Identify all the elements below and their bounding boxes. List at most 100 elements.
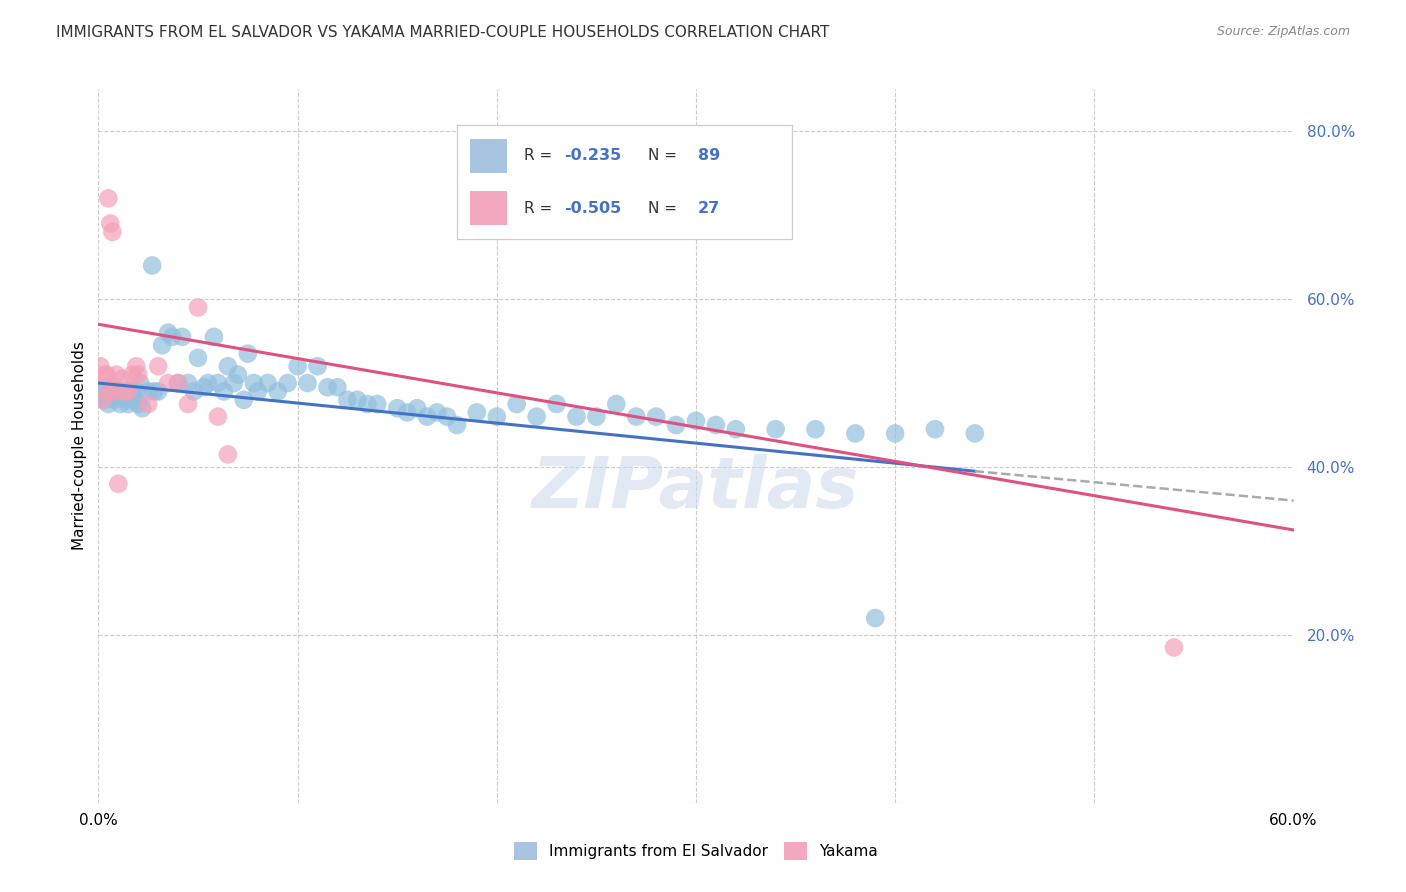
Point <box>316 380 339 394</box>
Point <box>426 405 449 419</box>
Point <box>112 384 135 399</box>
Point <box>197 376 219 390</box>
Point <box>585 409 607 424</box>
Point <box>226 368 249 382</box>
Point <box>141 259 163 273</box>
Point <box>160 330 183 344</box>
Point <box>246 384 269 399</box>
Point <box>89 389 111 403</box>
Point <box>465 405 488 419</box>
Point <box>98 217 122 231</box>
Point <box>207 409 229 424</box>
Point <box>565 409 588 424</box>
Point <box>97 191 120 205</box>
Point <box>103 384 125 399</box>
Point <box>236 346 259 360</box>
Point <box>101 389 124 403</box>
Point <box>287 359 309 374</box>
Point <box>167 376 190 390</box>
Point <box>1163 640 1185 655</box>
Point <box>277 376 299 390</box>
Point <box>267 384 290 399</box>
Point <box>91 392 114 407</box>
Point <box>546 397 568 411</box>
Point <box>148 384 170 399</box>
Point <box>232 392 254 407</box>
Point <box>704 417 727 432</box>
Point <box>436 409 458 424</box>
Point <box>96 380 118 394</box>
Point <box>724 422 747 436</box>
Point <box>125 384 148 399</box>
Point <box>765 422 787 436</box>
Point <box>356 397 378 411</box>
Point <box>217 359 239 374</box>
Point <box>131 401 153 416</box>
Point <box>202 330 225 344</box>
Legend: Immigrants from El Salvador, Yakama: Immigrants from El Salvador, Yakama <box>508 836 884 866</box>
Point <box>193 380 215 394</box>
Point <box>183 384 205 399</box>
Point <box>127 368 149 382</box>
Point <box>107 476 129 491</box>
Point <box>124 392 146 407</box>
Point <box>107 384 129 399</box>
Point <box>884 426 907 441</box>
Point <box>346 392 368 407</box>
Text: ZIPatlas: ZIPatlas <box>533 454 859 524</box>
Point <box>150 338 173 352</box>
Point <box>865 611 887 625</box>
Point <box>107 389 129 403</box>
Point <box>645 409 668 424</box>
Point <box>103 392 125 407</box>
Point <box>117 384 139 399</box>
Point <box>93 392 115 407</box>
Point <box>685 414 707 428</box>
Point <box>117 384 139 399</box>
Point <box>101 225 124 239</box>
Point <box>157 376 180 390</box>
Point <box>111 384 134 399</box>
Point <box>217 447 239 461</box>
Point <box>93 384 115 399</box>
Y-axis label: Married-couple Households: Married-couple Households <box>72 342 87 550</box>
Point <box>396 405 419 419</box>
Point <box>446 417 468 432</box>
Point <box>212 384 235 399</box>
Point <box>127 397 149 411</box>
Text: IMMIGRANTS FROM EL SALVADOR VS YAKAMA MARRIED-COUPLE HOUSEHOLDS CORRELATION CHAR: IMMIGRANTS FROM EL SALVADOR VS YAKAMA MA… <box>56 25 830 40</box>
Point <box>121 389 143 403</box>
Point <box>172 330 194 344</box>
Point <box>91 384 114 399</box>
Point <box>207 376 229 390</box>
Point <box>97 397 120 411</box>
Text: Source: ZipAtlas.com: Source: ZipAtlas.com <box>1216 25 1350 38</box>
Point <box>626 409 648 424</box>
Point <box>111 372 134 386</box>
Point <box>105 368 128 382</box>
Point <box>98 384 122 399</box>
Point <box>136 384 159 399</box>
Point <box>125 359 148 374</box>
Point <box>385 401 409 416</box>
Point <box>89 359 111 374</box>
Point <box>605 397 627 411</box>
Point <box>115 392 138 407</box>
Point <box>297 376 319 390</box>
Point <box>129 376 152 390</box>
Point <box>112 389 135 403</box>
Point <box>187 301 209 315</box>
Point <box>101 380 124 394</box>
Point <box>110 397 132 411</box>
Point <box>121 368 143 382</box>
Point <box>105 384 128 399</box>
Point <box>506 397 529 411</box>
Point <box>148 359 170 374</box>
Point <box>844 426 866 441</box>
Point <box>485 409 508 424</box>
Point <box>222 376 245 390</box>
Point <box>177 376 200 390</box>
Point <box>96 368 118 382</box>
Point <box>366 397 388 411</box>
Point <box>924 422 946 436</box>
